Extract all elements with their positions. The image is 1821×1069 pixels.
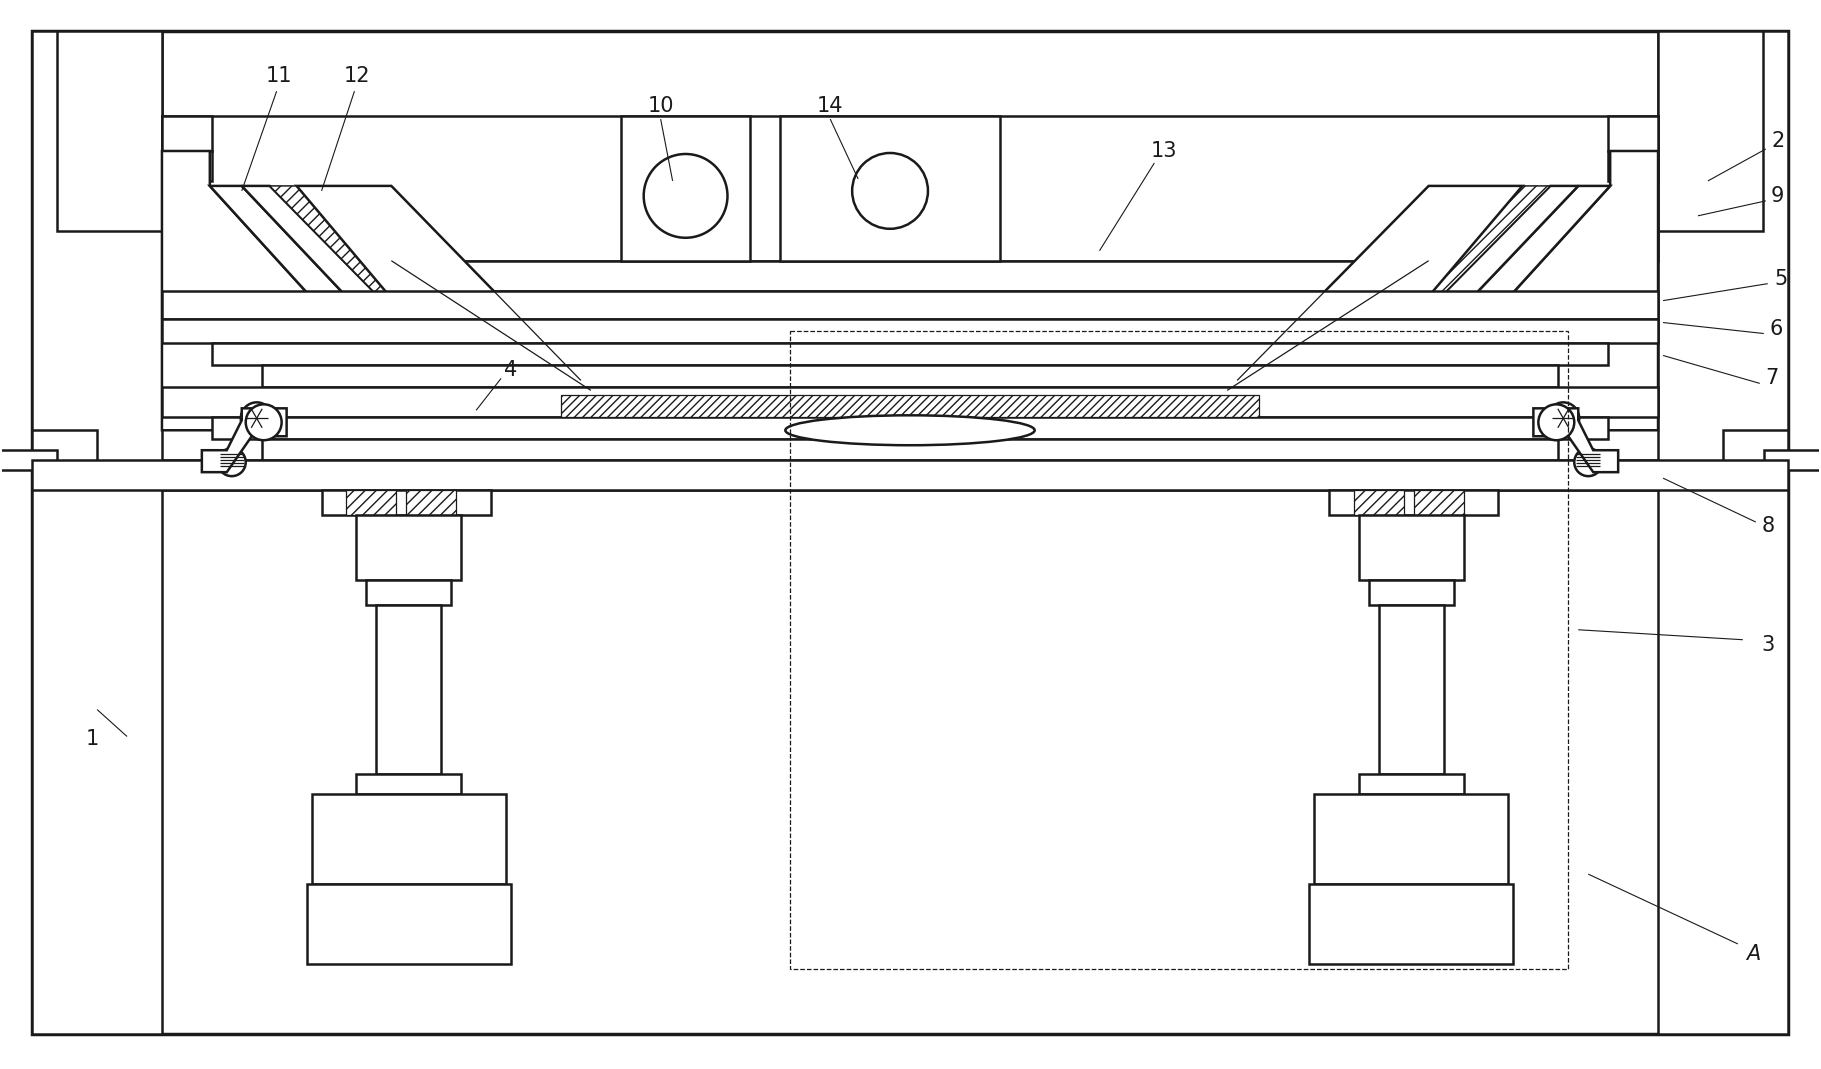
Text: 9: 9 — [1772, 186, 1785, 206]
Polygon shape — [202, 408, 286, 472]
Text: 10: 10 — [648, 96, 674, 117]
Text: 8: 8 — [1761, 516, 1774, 536]
Bar — [366, 579, 452, 605]
Bar — [211, 417, 1608, 439]
Text: 2: 2 — [1772, 131, 1785, 151]
Text: A: A — [1746, 944, 1759, 964]
Text: 6: 6 — [1768, 319, 1783, 339]
Polygon shape — [297, 186, 581, 430]
Bar — [56, 31, 162, 231]
Bar — [162, 319, 1659, 343]
Bar — [1608, 151, 1659, 181]
Bar — [357, 774, 461, 794]
Circle shape — [1539, 404, 1575, 440]
Bar — [162, 117, 1659, 261]
Bar — [1608, 117, 1659, 151]
Bar — [33, 460, 1788, 490]
Text: 7: 7 — [1765, 369, 1779, 388]
Bar — [377, 605, 441, 774]
Bar — [311, 794, 506, 884]
Polygon shape — [1378, 186, 1579, 410]
Circle shape — [240, 402, 273, 434]
Bar — [33, 430, 97, 485]
Polygon shape — [209, 186, 417, 416]
Bar — [1329, 490, 1499, 515]
Bar — [162, 151, 211, 181]
Bar — [346, 490, 397, 515]
Bar — [357, 515, 461, 579]
Bar — [1723, 430, 1788, 485]
Bar — [162, 387, 1659, 417]
Text: 13: 13 — [1151, 141, 1178, 161]
Bar — [162, 460, 1659, 490]
Bar — [561, 396, 1258, 417]
Bar — [1765, 450, 1821, 470]
Polygon shape — [1533, 408, 1619, 472]
Bar — [1413, 490, 1464, 515]
Text: 4: 4 — [504, 360, 517, 381]
Bar — [262, 439, 1559, 461]
Circle shape — [246, 404, 282, 440]
Text: 5: 5 — [1774, 268, 1788, 289]
Bar — [1309, 884, 1513, 964]
Circle shape — [1548, 402, 1579, 434]
Ellipse shape — [785, 416, 1034, 445]
Bar — [1659, 31, 1788, 1034]
Bar — [322, 490, 492, 515]
Polygon shape — [162, 151, 392, 430]
Circle shape — [643, 154, 727, 237]
Bar — [1353, 490, 1404, 515]
Circle shape — [1575, 448, 1602, 476]
Bar — [211, 343, 1608, 366]
Bar — [1659, 31, 1763, 231]
Bar — [211, 261, 1608, 291]
Bar — [262, 366, 1559, 387]
Text: 1: 1 — [86, 729, 98, 749]
Text: 11: 11 — [266, 66, 291, 87]
Bar — [621, 117, 750, 261]
Polygon shape — [270, 186, 470, 390]
Polygon shape — [1236, 186, 1522, 430]
Bar — [790, 330, 1568, 969]
Bar — [1315, 794, 1508, 884]
Bar — [33, 31, 162, 1034]
Polygon shape — [1429, 151, 1659, 430]
Bar — [1369, 579, 1453, 605]
Circle shape — [219, 448, 246, 476]
Polygon shape — [1349, 186, 1550, 390]
Polygon shape — [242, 186, 441, 410]
Bar — [1358, 774, 1464, 794]
Bar — [162, 291, 1659, 319]
Text: 3: 3 — [1761, 635, 1774, 654]
Bar — [162, 117, 211, 151]
Text: 12: 12 — [342, 66, 370, 87]
Bar — [406, 490, 457, 515]
Bar — [1378, 605, 1444, 774]
Bar — [306, 884, 512, 964]
Bar — [1358, 515, 1464, 579]
Circle shape — [852, 153, 929, 229]
Text: 14: 14 — [818, 96, 843, 117]
Polygon shape — [1402, 186, 1610, 416]
Bar — [0, 450, 56, 470]
Bar — [781, 117, 1000, 261]
